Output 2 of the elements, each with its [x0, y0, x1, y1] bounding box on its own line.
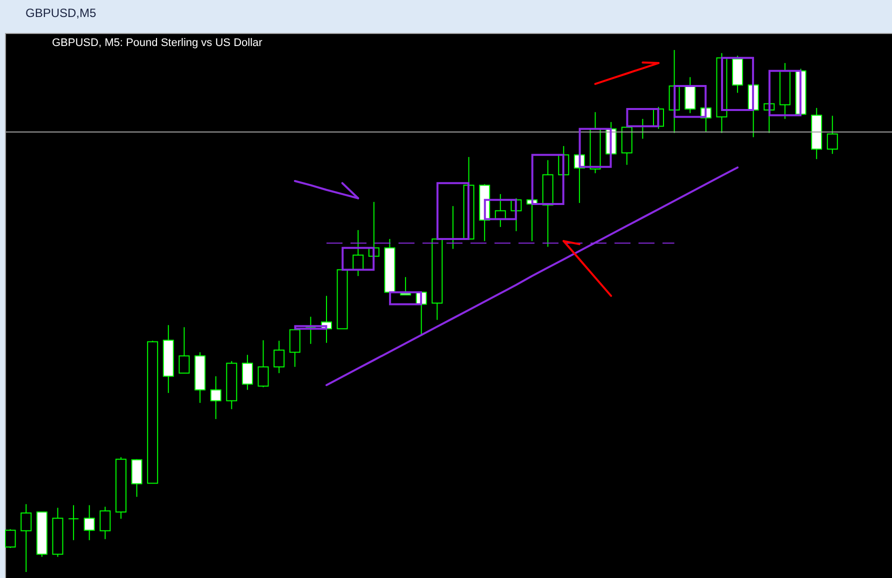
chart-title: GBPUSD,M5	[26, 6, 97, 20]
chart-subtitle: GBPUSD, M5: Pound Sterling vs US Dollar	[52, 37, 263, 49]
